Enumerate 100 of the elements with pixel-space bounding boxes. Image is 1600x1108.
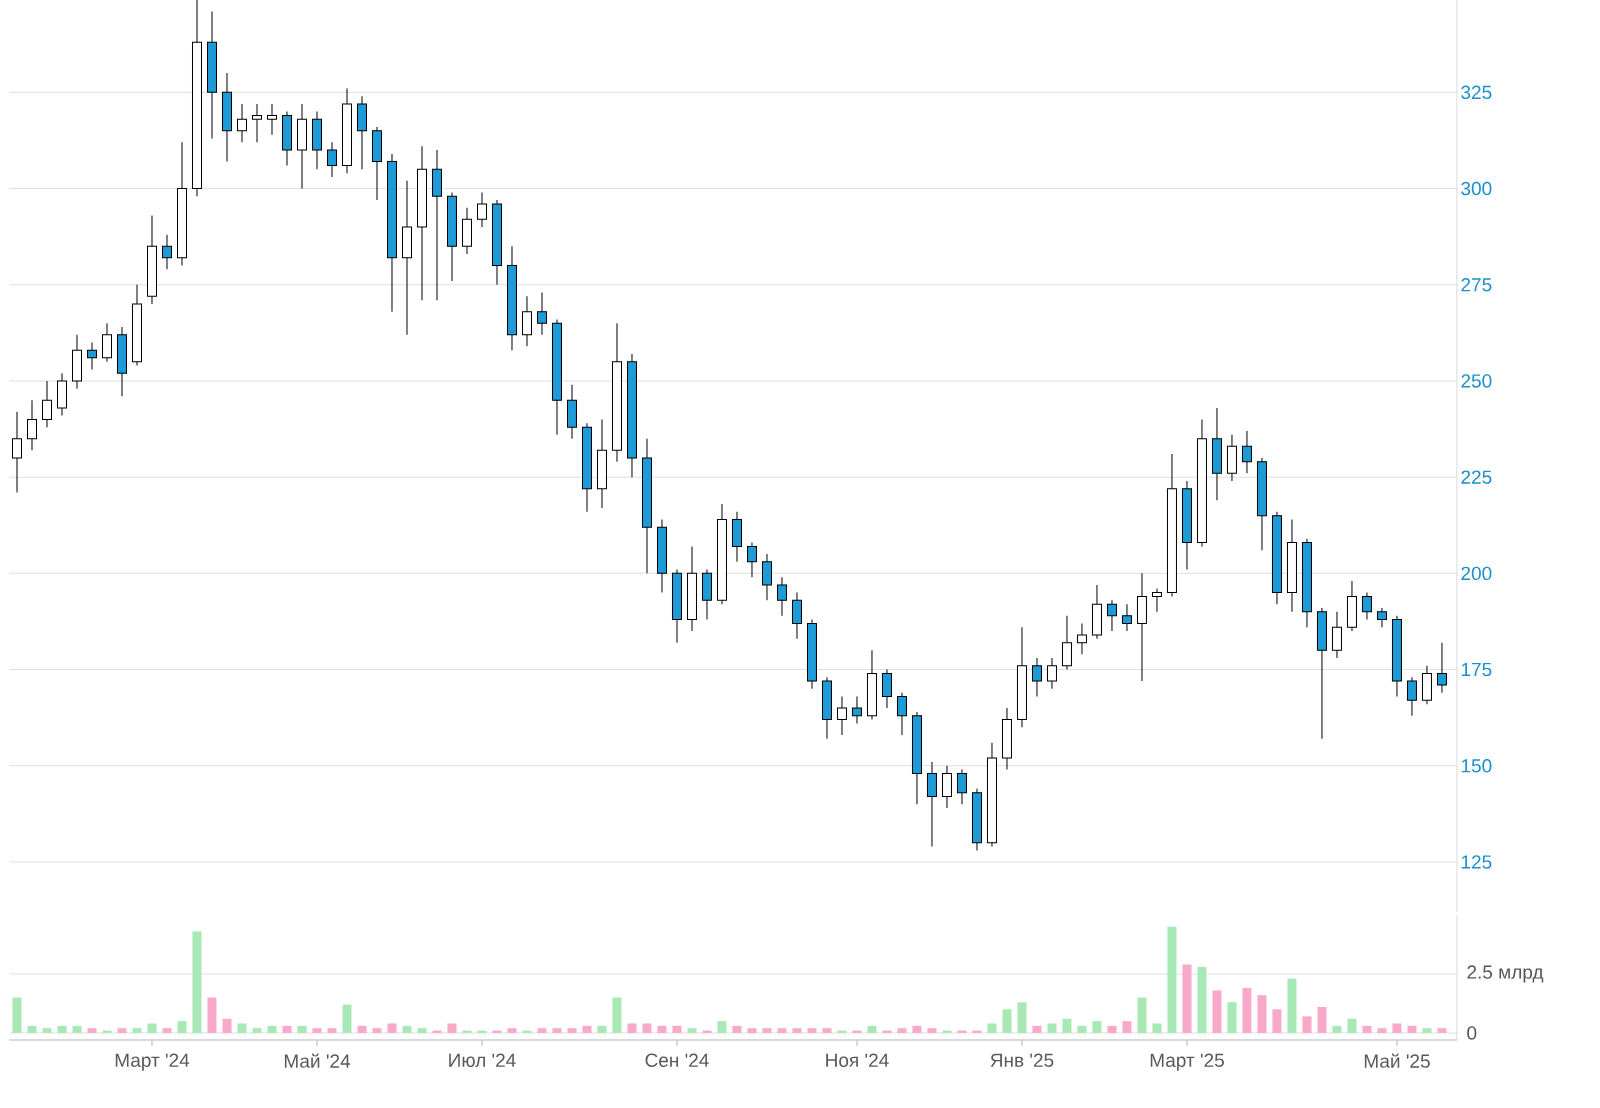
bar [912, 1025, 922, 1033]
x-tick-label: Март '24 [115, 1053, 190, 1071]
bar [822, 1028, 832, 1033]
candlestick [1106, 599, 1117, 632]
candlestick [881, 669, 892, 709]
bar [1122, 1021, 1132, 1033]
bar [792, 1028, 802, 1033]
candlestick [1241, 430, 1252, 474]
bar [42, 1028, 52, 1033]
bar [1047, 1023, 1057, 1033]
bar [1377, 1028, 1387, 1033]
bar [507, 1028, 517, 1033]
candlestick [791, 592, 802, 640]
candlestick [1121, 603, 1132, 632]
bar [1347, 1018, 1357, 1033]
bar [1422, 1028, 1432, 1033]
candlestick [1151, 588, 1162, 613]
bar [117, 1028, 127, 1033]
candlestick [1076, 622, 1087, 655]
bar [1332, 1025, 1342, 1033]
x-tick-label: Ноя '24 [826, 1053, 889, 1067]
bar [1407, 1025, 1417, 1033]
candlestick [1406, 676, 1417, 717]
bar [582, 1025, 592, 1033]
bar [642, 1023, 652, 1033]
bar [672, 1025, 682, 1033]
candlestick [521, 295, 532, 347]
bar [1077, 1025, 1087, 1033]
bar [1272, 1009, 1282, 1033]
bar [1197, 966, 1207, 1033]
candlestick [326, 141, 337, 178]
candlestick [87, 341, 97, 370]
candlestick [1376, 607, 1387, 628]
candlestick [42, 380, 52, 428]
x-tick-label: Сен '24 [645, 1053, 709, 1067]
bar [1137, 997, 1147, 1033]
bar [777, 1028, 787, 1033]
bar [567, 1028, 577, 1033]
bar [387, 1023, 397, 1033]
y-tick-label: 125 [1461, 855, 1492, 869]
y-tick-label: 175 [1461, 662, 1492, 677]
bar [1092, 1021, 1102, 1033]
bar [147, 1023, 157, 1033]
bar [342, 1004, 352, 1033]
bar [627, 1023, 637, 1033]
candlestick [1061, 615, 1072, 671]
bar [1287, 978, 1297, 1033]
candlestick [956, 769, 967, 805]
bar [657, 1025, 667, 1033]
y-tick-label: 2.5 млрд [1467, 965, 1544, 983]
bar [1182, 964, 1192, 1033]
bar [1017, 1002, 1027, 1033]
bar [87, 1028, 97, 1033]
candlestick [761, 553, 772, 601]
bar [537, 1028, 547, 1033]
bar [1317, 1006, 1327, 1033]
bar [927, 1028, 937, 1033]
candlestick [776, 576, 787, 617]
bar [1242, 988, 1252, 1033]
candlestick [236, 103, 247, 143]
y-tick-label: 200 [1461, 566, 1492, 581]
y-tick-label: 300 [1461, 181, 1492, 196]
bar [162, 1028, 172, 1033]
candlestick [1031, 657, 1042, 697]
y-tick-label: 225 [1461, 470, 1492, 484]
bar [177, 1021, 187, 1033]
bar [612, 997, 622, 1033]
bar [417, 1028, 427, 1033]
y-tick-label: 275 [1461, 278, 1492, 292]
candlestick [926, 761, 937, 848]
bar [132, 1028, 142, 1033]
y-tick-label: 150 [1461, 759, 1492, 773]
bar [1362, 1025, 1372, 1033]
bar [402, 1025, 412, 1033]
y-tick-label: 250 [1461, 374, 1492, 388]
bar [732, 1025, 742, 1033]
candlestick [27, 399, 37, 451]
candlestick [1361, 592, 1372, 621]
candlestick [252, 103, 262, 143]
candlestick [161, 234, 172, 270]
bar [222, 1018, 232, 1033]
bar [867, 1025, 877, 1033]
bar [1227, 1002, 1237, 1033]
bar [1107, 1025, 1117, 1033]
bar [807, 1028, 817, 1033]
candlestick [851, 696, 862, 724]
candlestick [746, 542, 757, 578]
bar [1302, 1016, 1312, 1033]
bar [1002, 1009, 1012, 1033]
bar [687, 1028, 697, 1033]
bar [597, 1025, 607, 1033]
bar [237, 1023, 247, 1033]
candlestick [266, 103, 277, 136]
bar [1167, 926, 1177, 1033]
x-tick-label: Янв '25 [990, 1053, 1054, 1067]
bar [372, 1028, 382, 1033]
bar [1437, 1028, 1447, 1033]
x-tick-label: Июл '24 [449, 1053, 516, 1067]
bar [747, 1028, 757, 1033]
bar [1152, 1023, 1162, 1033]
